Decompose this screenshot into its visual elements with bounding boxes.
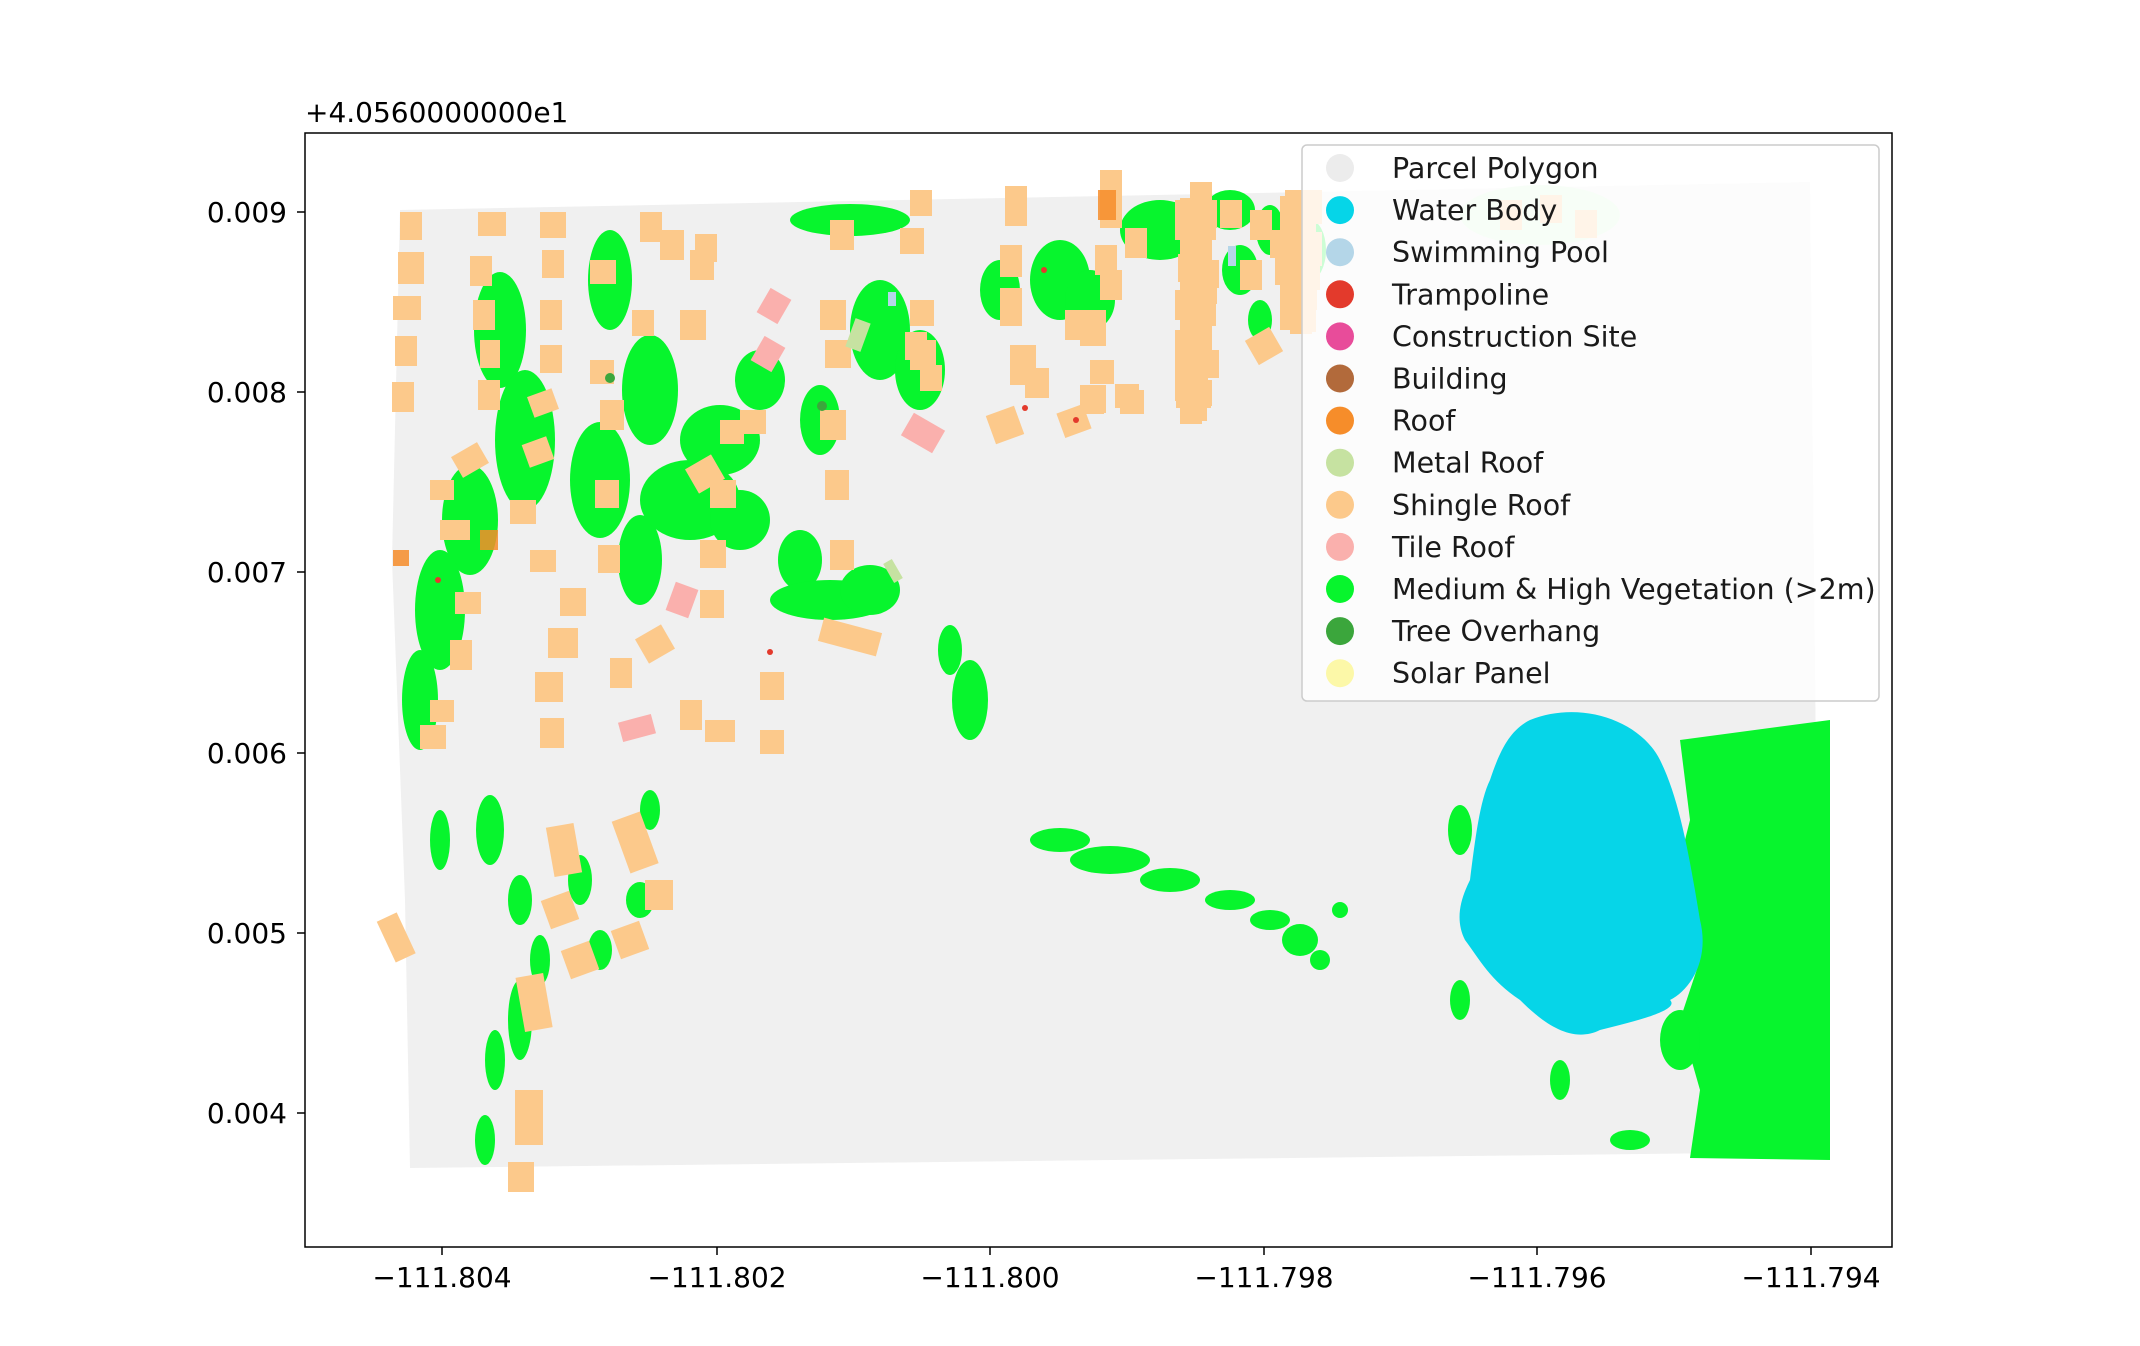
legend-box bbox=[1301, 144, 1880, 702]
legend-swatch bbox=[1326, 448, 1354, 477]
x-tick-label: −111.794 bbox=[1741, 1261, 1880, 1294]
y-tick-label: 0.008 bbox=[207, 376, 287, 409]
legend-swatch bbox=[1326, 322, 1354, 351]
legend-label: Tile Roof bbox=[1391, 531, 1515, 564]
legend: Parcel Polygon Water Body Swimming Pool Tra… bbox=[1301, 144, 1880, 702]
trampolines bbox=[435, 267, 1079, 655]
legend-label: Shingle Roof bbox=[1392, 489, 1571, 522]
x-tick-label: −111.804 bbox=[372, 1261, 511, 1294]
legend-label: Swimming Pool bbox=[1392, 236, 1609, 269]
legend-swatch bbox=[1326, 196, 1354, 225]
x-tick-label: −111.796 bbox=[1467, 1261, 1606, 1294]
legend-label: Water Body bbox=[1392, 194, 1557, 227]
legend-swatch bbox=[1326, 406, 1354, 435]
x-tick-label: −111.800 bbox=[920, 1261, 1059, 1294]
y-tick-label: 0.004 bbox=[207, 1097, 287, 1130]
legend-label: Roof bbox=[1392, 405, 1456, 438]
legend-label: Construction Site bbox=[1392, 320, 1637, 353]
legend-label: Medium & High Vegetation (>2m) bbox=[1392, 573, 1876, 606]
y-axis: 0.009 0.008 0.007 0.006 0.005 0.004 bbox=[207, 196, 305, 1130]
coordinate-offset-label: +4.0560000000e1 bbox=[305, 96, 568, 129]
legend-swatch bbox=[1326, 617, 1354, 646]
legend-label: Trampoline bbox=[1391, 278, 1549, 311]
tree-overhang bbox=[605, 373, 827, 411]
legend-swatch bbox=[1326, 364, 1354, 393]
x-tick-label: −111.798 bbox=[1194, 1261, 1333, 1294]
legend-label: Tree Overhang bbox=[1391, 615, 1600, 648]
y-tick-label: 0.007 bbox=[207, 556, 287, 589]
legend-label: Building bbox=[1392, 363, 1508, 396]
legend-swatch bbox=[1326, 238, 1354, 267]
y-tick-label: 0.006 bbox=[207, 737, 287, 770]
y-tick-label: 0.009 bbox=[207, 196, 287, 229]
metal-roofs bbox=[845, 318, 903, 584]
legend-label: Solar Panel bbox=[1392, 657, 1551, 690]
water-body bbox=[1459, 712, 1703, 1035]
axes-frame bbox=[304, 132, 1893, 1248]
tile-roofs bbox=[617, 287, 946, 743]
vegetation-middle bbox=[1030, 828, 1348, 970]
legend-label: Parcel Polygon bbox=[1392, 152, 1599, 185]
legend-swatch bbox=[1326, 575, 1354, 603]
vegetation-right bbox=[1448, 720, 1830, 1160]
x-tick-label: −111.802 bbox=[647, 1261, 786, 1294]
y-tick-label: 0.005 bbox=[207, 917, 287, 950]
swimming-pools bbox=[888, 246, 1236, 306]
legend-swatch bbox=[1326, 490, 1354, 519]
legend-swatch bbox=[1326, 532, 1354, 561]
legend-swatch bbox=[1326, 154, 1354, 182]
orange-roofs bbox=[393, 190, 1116, 566]
legend-swatch bbox=[1326, 280, 1354, 309]
legend-swatch bbox=[1326, 659, 1354, 688]
x-axis: −111.804 −111.802 −111.800 −111.798 −111… bbox=[372, 1247, 1881, 1294]
legend-label: Metal Roof bbox=[1392, 447, 1544, 480]
